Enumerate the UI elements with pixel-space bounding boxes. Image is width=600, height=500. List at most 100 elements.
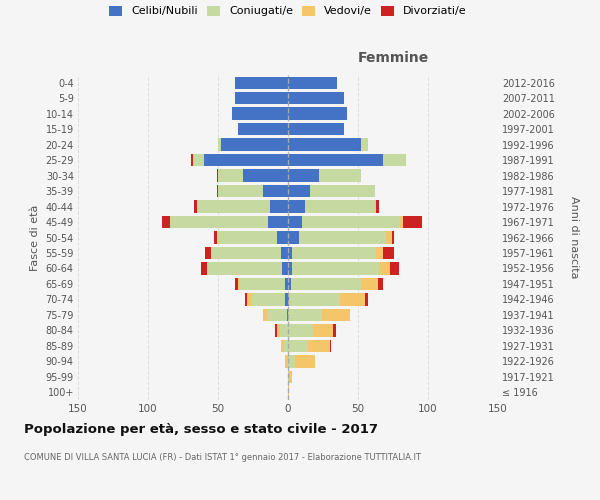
Bar bbox=[287, 355, 288, 368]
Bar bbox=[251, 293, 285, 306]
Bar bbox=[302, 216, 400, 228]
Bar bbox=[194, 200, 197, 212]
Bar bbox=[288, 216, 302, 228]
Bar bbox=[288, 232, 299, 243]
Bar bbox=[322, 308, 350, 321]
Bar bbox=[285, 355, 287, 368]
Bar bbox=[243, 170, 288, 182]
Bar bbox=[288, 370, 289, 383]
Bar bbox=[221, 138, 288, 151]
Bar bbox=[218, 185, 263, 198]
Bar bbox=[375, 200, 376, 212]
Bar bbox=[319, 170, 361, 182]
Bar bbox=[305, 200, 375, 212]
Bar bbox=[288, 324, 313, 336]
Bar bbox=[288, 355, 295, 368]
Bar bbox=[235, 92, 288, 104]
Text: COMUNE DI VILLA SANTA LUCIA (FR) - Dati ISTAT 1° gennaio 2017 - Elaborazione TUT: COMUNE DI VILLA SANTA LUCIA (FR) - Dati … bbox=[24, 452, 421, 462]
Bar bbox=[284, 340, 288, 352]
Bar bbox=[245, 293, 247, 306]
Bar bbox=[313, 324, 333, 336]
Bar bbox=[238, 278, 241, 290]
Bar bbox=[197, 200, 270, 212]
Bar bbox=[288, 340, 308, 352]
Bar bbox=[330, 340, 331, 352]
Bar bbox=[288, 154, 383, 166]
Bar bbox=[281, 340, 284, 352]
Bar bbox=[285, 278, 288, 290]
Bar bbox=[201, 262, 207, 274]
Bar bbox=[218, 138, 221, 151]
Text: Femmine: Femmine bbox=[358, 51, 428, 65]
Bar bbox=[170, 216, 268, 228]
Bar bbox=[218, 170, 243, 182]
Bar bbox=[400, 216, 403, 228]
Bar bbox=[376, 200, 379, 212]
Bar bbox=[376, 247, 383, 259]
Bar bbox=[379, 262, 390, 274]
Legend: Celibi/Nubili, Coniugati/e, Vedovi/e, Divorziati/e: Celibi/Nubili, Coniugati/e, Vedovi/e, Di… bbox=[109, 6, 467, 16]
Bar bbox=[270, 200, 288, 212]
Bar bbox=[263, 308, 267, 321]
Bar bbox=[193, 154, 204, 166]
Bar bbox=[292, 262, 379, 274]
Bar bbox=[288, 308, 322, 321]
Bar bbox=[191, 154, 193, 166]
Bar bbox=[238, 123, 288, 136]
Bar bbox=[403, 216, 422, 228]
Bar bbox=[383, 154, 406, 166]
Bar bbox=[361, 278, 377, 290]
Bar bbox=[211, 247, 281, 259]
Y-axis label: Fasce di età: Fasce di età bbox=[30, 204, 40, 270]
Bar bbox=[299, 232, 386, 243]
Bar bbox=[308, 340, 330, 352]
Bar bbox=[288, 123, 344, 136]
Bar bbox=[285, 293, 288, 306]
Bar bbox=[207, 262, 283, 274]
Bar bbox=[390, 262, 398, 274]
Bar bbox=[292, 247, 376, 259]
Bar bbox=[247, 293, 251, 306]
Bar bbox=[280, 324, 288, 336]
Bar bbox=[365, 293, 368, 306]
Bar bbox=[162, 216, 170, 228]
Bar bbox=[283, 262, 288, 274]
Bar bbox=[277, 232, 288, 243]
Bar bbox=[392, 232, 394, 243]
Bar bbox=[361, 138, 368, 151]
Bar bbox=[218, 232, 277, 243]
Bar bbox=[310, 185, 375, 198]
Bar bbox=[383, 247, 394, 259]
Bar bbox=[214, 232, 217, 243]
Bar bbox=[268, 216, 288, 228]
Y-axis label: Anni di nascita: Anni di nascita bbox=[569, 196, 579, 279]
Bar bbox=[377, 278, 383, 290]
Bar bbox=[217, 185, 218, 198]
Bar bbox=[288, 76, 337, 89]
Bar bbox=[263, 185, 288, 198]
Bar bbox=[241, 278, 285, 290]
Bar bbox=[287, 308, 288, 321]
Bar bbox=[217, 170, 218, 182]
Bar bbox=[288, 92, 344, 104]
Text: Popolazione per età, sesso e stato civile - 2017: Popolazione per età, sesso e stato civil… bbox=[24, 422, 378, 436]
Bar bbox=[235, 278, 238, 290]
Bar bbox=[288, 262, 292, 274]
Bar bbox=[289, 293, 340, 306]
Bar bbox=[340, 293, 365, 306]
Bar bbox=[275, 324, 277, 336]
Bar bbox=[288, 247, 292, 259]
Bar bbox=[386, 232, 392, 243]
Bar bbox=[288, 170, 319, 182]
Bar bbox=[333, 324, 335, 336]
Bar bbox=[288, 386, 289, 398]
Bar bbox=[205, 247, 211, 259]
Bar bbox=[288, 138, 361, 151]
Bar bbox=[289, 370, 292, 383]
Bar bbox=[267, 308, 287, 321]
Bar bbox=[288, 278, 291, 290]
Bar bbox=[204, 154, 288, 166]
Bar bbox=[288, 200, 305, 212]
Bar bbox=[232, 108, 288, 120]
Bar bbox=[281, 247, 288, 259]
